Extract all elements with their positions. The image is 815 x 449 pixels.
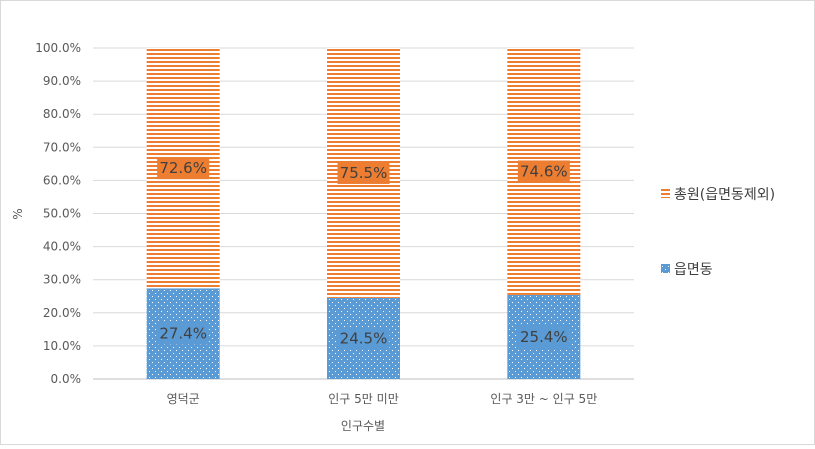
y-tick-label: 0.0% (51, 372, 82, 386)
data-label: 74.6% (520, 162, 568, 180)
legend-label: 읍면동 (674, 262, 713, 278)
data-label: 75.5% (340, 164, 388, 182)
legend-swatch (661, 189, 670, 198)
x-axis-title: 인구수별 (341, 419, 385, 433)
data-label-background (337, 327, 390, 350)
data-label-background (517, 325, 570, 348)
y-tick-label: 30.0% (43, 273, 81, 287)
data-label-background (337, 161, 390, 184)
y-tick-label: 90.0% (43, 74, 81, 88)
data-label: 72.6% (159, 159, 207, 177)
legend-label: 총원(읍면동제외) (674, 187, 775, 203)
x-category-labels: 영덕군 인구 5만 미만 인구 3만 ~ 인구 5만 (167, 392, 598, 406)
data-label-background (157, 157, 210, 180)
data-label-background (157, 322, 210, 345)
data-labels: 27.4% 72.6% 24.5% 75.5% 25.4% 74.6% (157, 157, 570, 350)
data-label: 25.4% (520, 328, 568, 346)
y-tick-label: 60.0% (43, 173, 81, 187)
x-category-label: 인구 5만 미만 (328, 392, 398, 406)
y-tick-label: 70.0% (43, 140, 81, 154)
x-category-label: 인구 3만 ~ 인구 5만 (490, 392, 597, 406)
y-tick-label: 100.0% (35, 41, 81, 55)
x-category-label: 영덕군 (167, 392, 200, 406)
y-tick-label: 40.0% (43, 240, 81, 254)
y-tick-label: 20.0% (43, 306, 81, 320)
legend: 총원(읍면동제외) 읍면동 (661, 187, 775, 278)
y-tick-label: 10.0% (43, 339, 81, 353)
y-tick-label: 80.0% (43, 107, 81, 121)
y-axis-title: % (11, 208, 25, 219)
data-label: 27.4% (159, 325, 207, 343)
y-tick-label: 50.0% (43, 207, 81, 221)
data-label: 24.5% (340, 329, 388, 347)
data-label-background (517, 160, 570, 183)
legend-swatch (661, 264, 670, 273)
y-tick-labels: 0.0% 10.0% 20.0% 30.0% 40.0% 50.0% 60.0% 70.0% 8… (35, 41, 81, 386)
